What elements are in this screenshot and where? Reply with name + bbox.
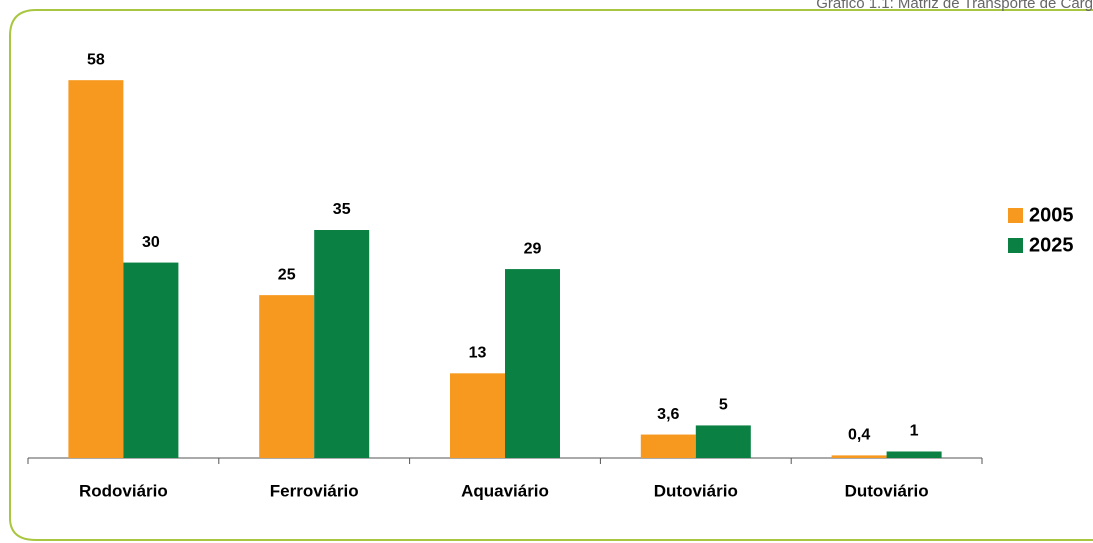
data-label: 58 — [87, 51, 105, 68]
x-tick-label: Ferroviário — [270, 481, 359, 500]
x-tick-label: Rodoviário — [79, 481, 168, 500]
bar — [886, 451, 942, 458]
data-label: 5 — [719, 397, 728, 414]
data-label: 30 — [142, 234, 160, 251]
bar — [68, 80, 124, 459]
data-label: 1 — [910, 423, 919, 440]
bar — [259, 295, 315, 458]
data-label: 13 — [469, 345, 487, 362]
data-label: 3,6 — [657, 406, 679, 423]
data-label: 25 — [278, 266, 296, 283]
legend-label: 2025 — [1029, 234, 1074, 256]
data-label: 35 — [333, 201, 351, 218]
legend-swatch — [1008, 208, 1023, 223]
frame-border — [9, 9, 1093, 541]
x-tick-label: Dutoviário — [654, 481, 738, 500]
bar — [505, 269, 560, 458]
data-label: 29 — [524, 240, 542, 257]
bar — [314, 230, 370, 458]
bar — [450, 373, 505, 458]
x-tick-label: Aquaviário — [461, 481, 549, 500]
data-label: 0,4 — [848, 427, 870, 444]
chart-title: Gráfico 1.1: Matriz de Transporte de Car… — [816, 0, 1093, 12]
bar — [831, 455, 887, 458]
legend-label: 2005 — [1029, 204, 1074, 226]
bar — [640, 434, 696, 458]
legend-swatch — [1008, 238, 1023, 253]
bar — [695, 425, 751, 458]
bar — [123, 262, 179, 458]
x-tick-label: Dutoviário — [845, 481, 929, 500]
